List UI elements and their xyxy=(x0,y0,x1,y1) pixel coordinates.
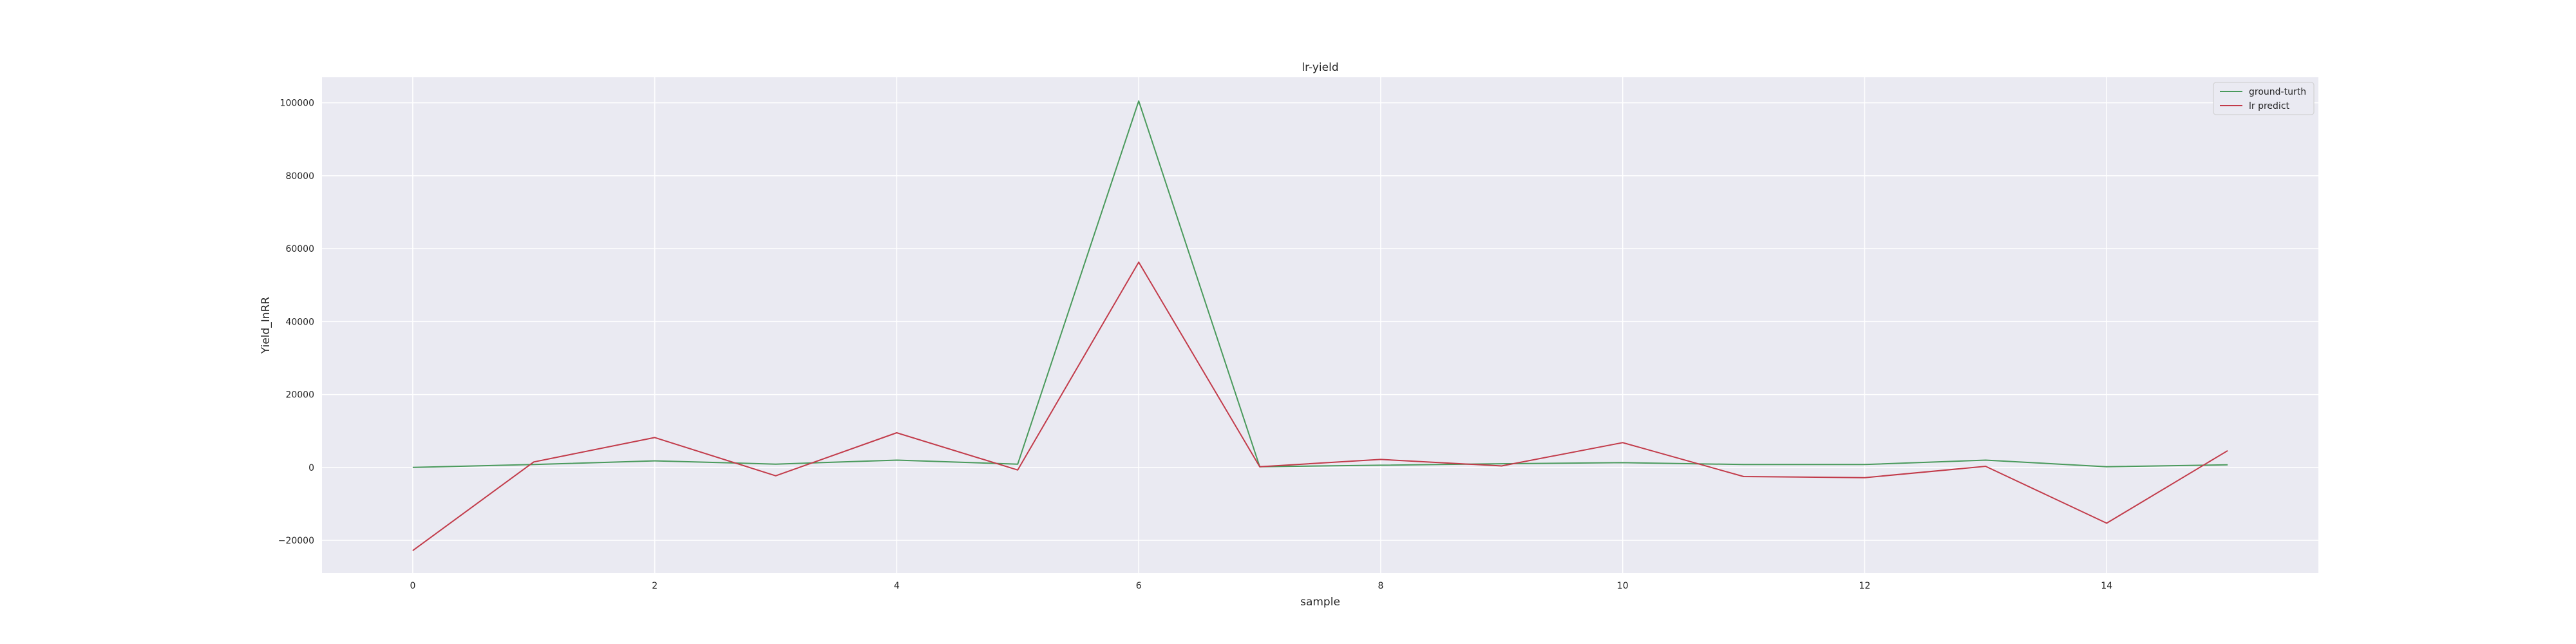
y-tick-label: 60000 xyxy=(285,244,314,254)
y-tick-labels: −20000 0 20000 40000 60000 80000 100000 xyxy=(278,99,314,546)
x-tick-labels: 0 2 4 6 8 10 12 14 xyxy=(410,581,2112,591)
x-tick-label: 14 xyxy=(2101,581,2112,591)
x-tick-label: 8 xyxy=(1378,581,1383,591)
y-tick-label: −20000 xyxy=(278,536,314,546)
legend-label-lr-predict: lr predict xyxy=(2249,101,2290,111)
x-tick-label: 6 xyxy=(1136,581,1142,591)
x-tick-label: 0 xyxy=(410,581,415,591)
y-tick-label: 100000 xyxy=(280,99,314,109)
x-tick-label: 4 xyxy=(894,581,900,591)
x-tick-label: 12 xyxy=(1859,581,1871,591)
legend: ground-turth lr predict xyxy=(2213,82,2315,115)
y-tick-label: 20000 xyxy=(285,390,314,401)
x-tick-label: 2 xyxy=(652,581,658,591)
x-axis-label: sample xyxy=(1300,596,1340,609)
y-tick-label: 80000 xyxy=(285,171,314,182)
y-tick-label: 0 xyxy=(308,463,314,473)
chart-title: lr-yield xyxy=(1302,61,1338,74)
x-tick-label: 10 xyxy=(1617,581,1629,591)
y-axis-label: Yield_InRR xyxy=(260,297,272,355)
legend-label-ground-turth: ground-turth xyxy=(2249,87,2306,97)
grid-lines xyxy=(322,77,2318,573)
plot-area xyxy=(322,77,2318,573)
y-tick-label: 40000 xyxy=(285,317,314,327)
legend-box xyxy=(2213,82,2315,115)
series-line-ground-turth xyxy=(412,100,2228,468)
series-lines xyxy=(412,100,2228,551)
series-line-lr-predict xyxy=(412,261,2228,551)
